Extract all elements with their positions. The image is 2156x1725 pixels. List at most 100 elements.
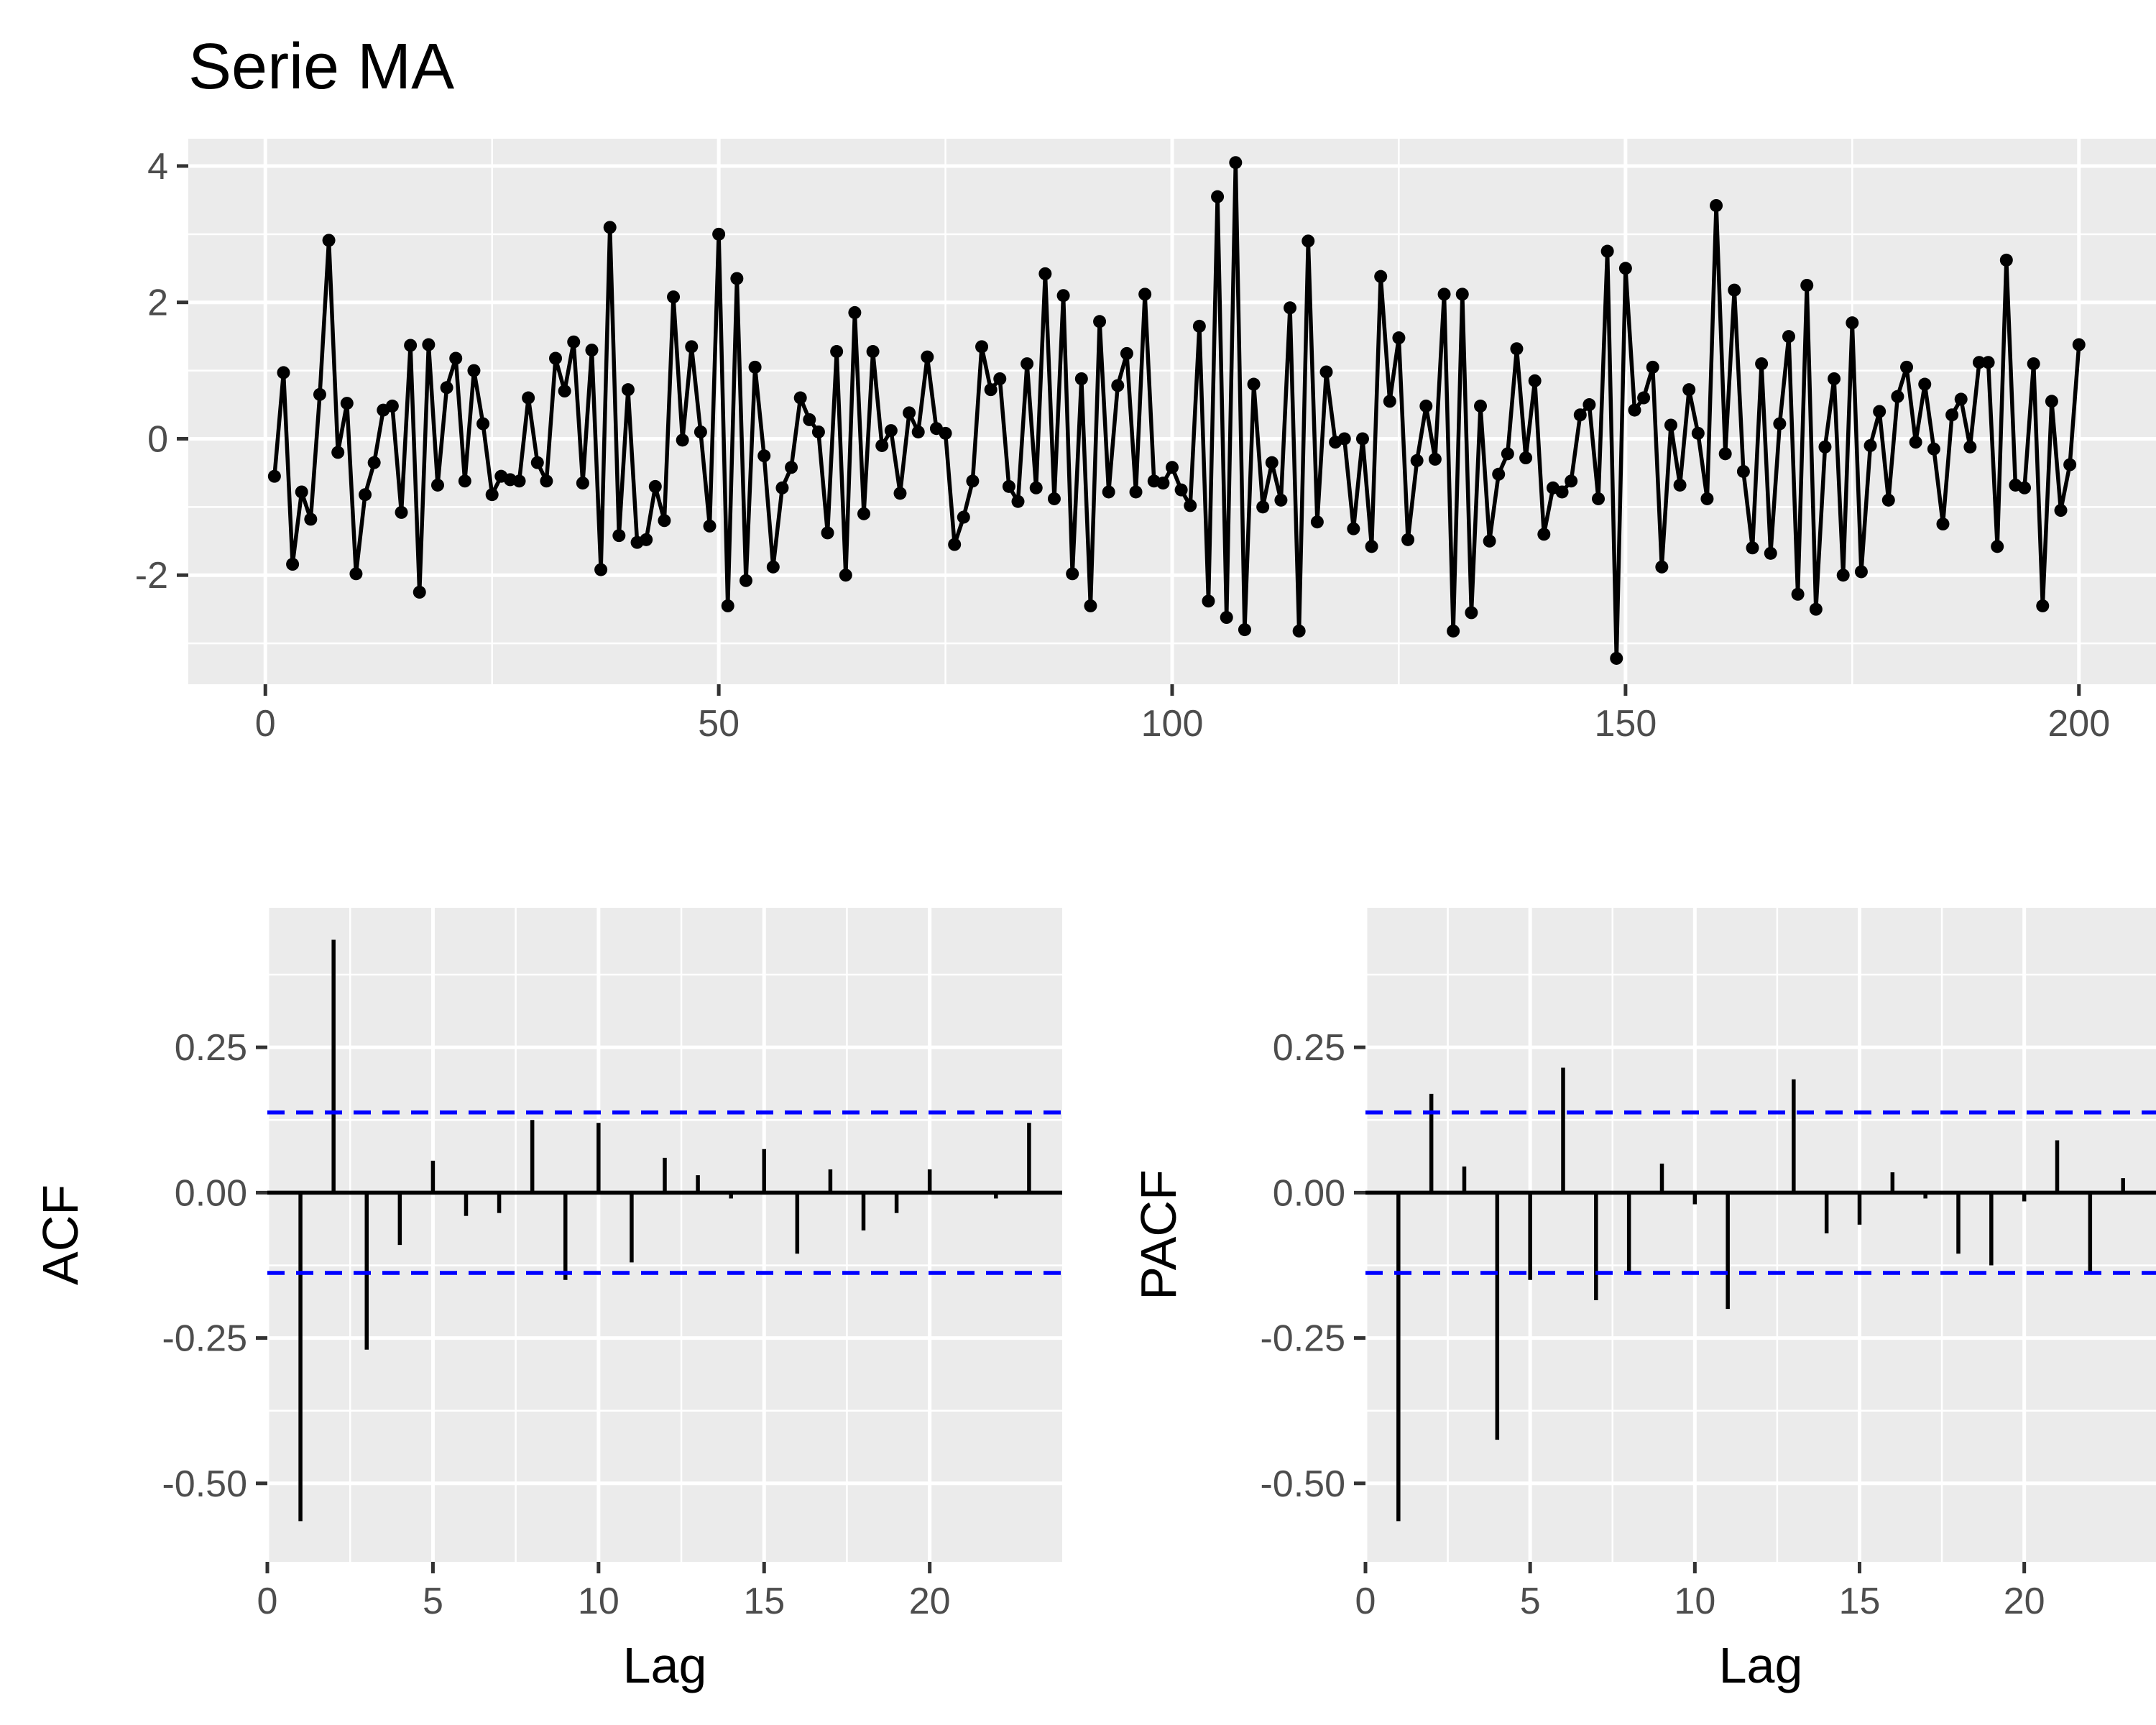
y-tick-label: 0.25 (175, 1027, 247, 1069)
data-point (1736, 464, 1750, 478)
data-point (286, 558, 300, 571)
data-point (1202, 594, 1215, 608)
data-point (1954, 392, 1968, 406)
data-point (1084, 599, 1097, 612)
data-point (440, 381, 453, 395)
data-point (1501, 447, 1514, 461)
data-point (793, 391, 807, 405)
data-point (404, 339, 418, 352)
data-point (866, 345, 880, 359)
data-point (1029, 481, 1043, 494)
data-point (1519, 451, 1533, 465)
data-point (549, 351, 563, 365)
data-point (1510, 342, 1524, 356)
data-point (1265, 456, 1279, 469)
data-point (1600, 244, 1614, 258)
data-point (395, 505, 408, 519)
data-point (1419, 399, 1433, 413)
data-point (322, 234, 336, 247)
x-axis: 0 50 100 150 200 (255, 684, 2110, 745)
data-point (1773, 417, 1787, 431)
data-point (2045, 395, 2058, 408)
data-point (1864, 438, 1877, 452)
data-point (1455, 288, 1469, 301)
series-chart: -2 0 2 4 0 50 100 150 200 (135, 139, 2156, 745)
data-point (839, 569, 852, 582)
x-tick-label: 0 (1355, 1581, 1376, 1622)
data-point (1056, 289, 1070, 303)
data-point (830, 345, 844, 359)
acf-bars (267, 939, 1062, 1522)
x-tick-label: 200 (2047, 703, 2110, 745)
data-point (1256, 500, 1270, 514)
data-point (1319, 365, 1333, 379)
data-point (939, 426, 952, 440)
data-point (331, 446, 345, 459)
data-point (694, 425, 707, 438)
plot-panel (267, 908, 1062, 1562)
data-point (712, 227, 726, 241)
data-point (567, 335, 581, 349)
data-point (667, 290, 681, 304)
data-point (340, 397, 354, 410)
data-point (1401, 533, 1415, 546)
data-point (1900, 360, 1914, 374)
data-point (921, 350, 934, 364)
acf-chart: -0.50 -0.25 0.00 0.25 0 5 10 15 20 Lag ACF (32, 908, 1062, 1693)
data-point (304, 512, 318, 526)
data-point (1355, 432, 1369, 446)
data-point (1337, 432, 1351, 446)
data-point (1528, 374, 1542, 387)
data-point (1963, 440, 1977, 454)
x-axis: 0 5 10 15 20 (1355, 1562, 2045, 1622)
data-point (1229, 156, 1243, 170)
data-point (739, 574, 752, 587)
data-point (277, 366, 290, 380)
data-point (522, 391, 535, 405)
x-tick-label: 5 (1520, 1581, 1541, 1622)
data-point (295, 485, 308, 499)
data-point (748, 360, 762, 374)
x-tick-label: 50 (698, 703, 740, 745)
data-point (1383, 395, 1396, 408)
x-tick-label: 15 (1839, 1581, 1881, 1622)
data-point (757, 449, 771, 463)
data-point (1945, 408, 1959, 422)
data-point (993, 372, 1007, 385)
data-point (821, 526, 834, 540)
data-point (612, 529, 626, 543)
data-point (1655, 560, 1669, 574)
data-point (1483, 534, 1496, 548)
data-point (1238, 623, 1251, 637)
data-point (1437, 288, 1451, 301)
data-point (1410, 454, 1424, 467)
data-point (775, 481, 789, 494)
y-axis-title: ACF (32, 1184, 88, 1285)
data-point (1891, 390, 1904, 403)
data-point (1374, 270, 1388, 283)
data-point (875, 438, 889, 452)
data-point (359, 488, 372, 502)
data-point (1174, 483, 1188, 497)
data-point (1129, 485, 1143, 499)
x-tick-label: 10 (578, 1581, 619, 1622)
data-point (1111, 379, 1125, 392)
data-point (1074, 372, 1088, 385)
data-point (449, 351, 463, 365)
data-point (1700, 492, 1714, 505)
data-point (1592, 492, 1606, 505)
data-point (1691, 426, 1705, 440)
x-tick-label: 0 (255, 703, 276, 745)
plot-panel (1365, 908, 2156, 1562)
y-tick-label: -2 (135, 555, 168, 597)
data-point (648, 479, 662, 493)
data-point (1428, 452, 1442, 466)
data-point (512, 474, 526, 488)
data-point (966, 474, 980, 488)
data-point (2054, 504, 2068, 518)
x-axis-title: Lag (623, 1637, 707, 1693)
x-tick-label: 20 (2004, 1581, 2045, 1622)
data-point (1828, 372, 1841, 385)
data-point (1664, 418, 1677, 432)
data-point (1746, 541, 1759, 555)
